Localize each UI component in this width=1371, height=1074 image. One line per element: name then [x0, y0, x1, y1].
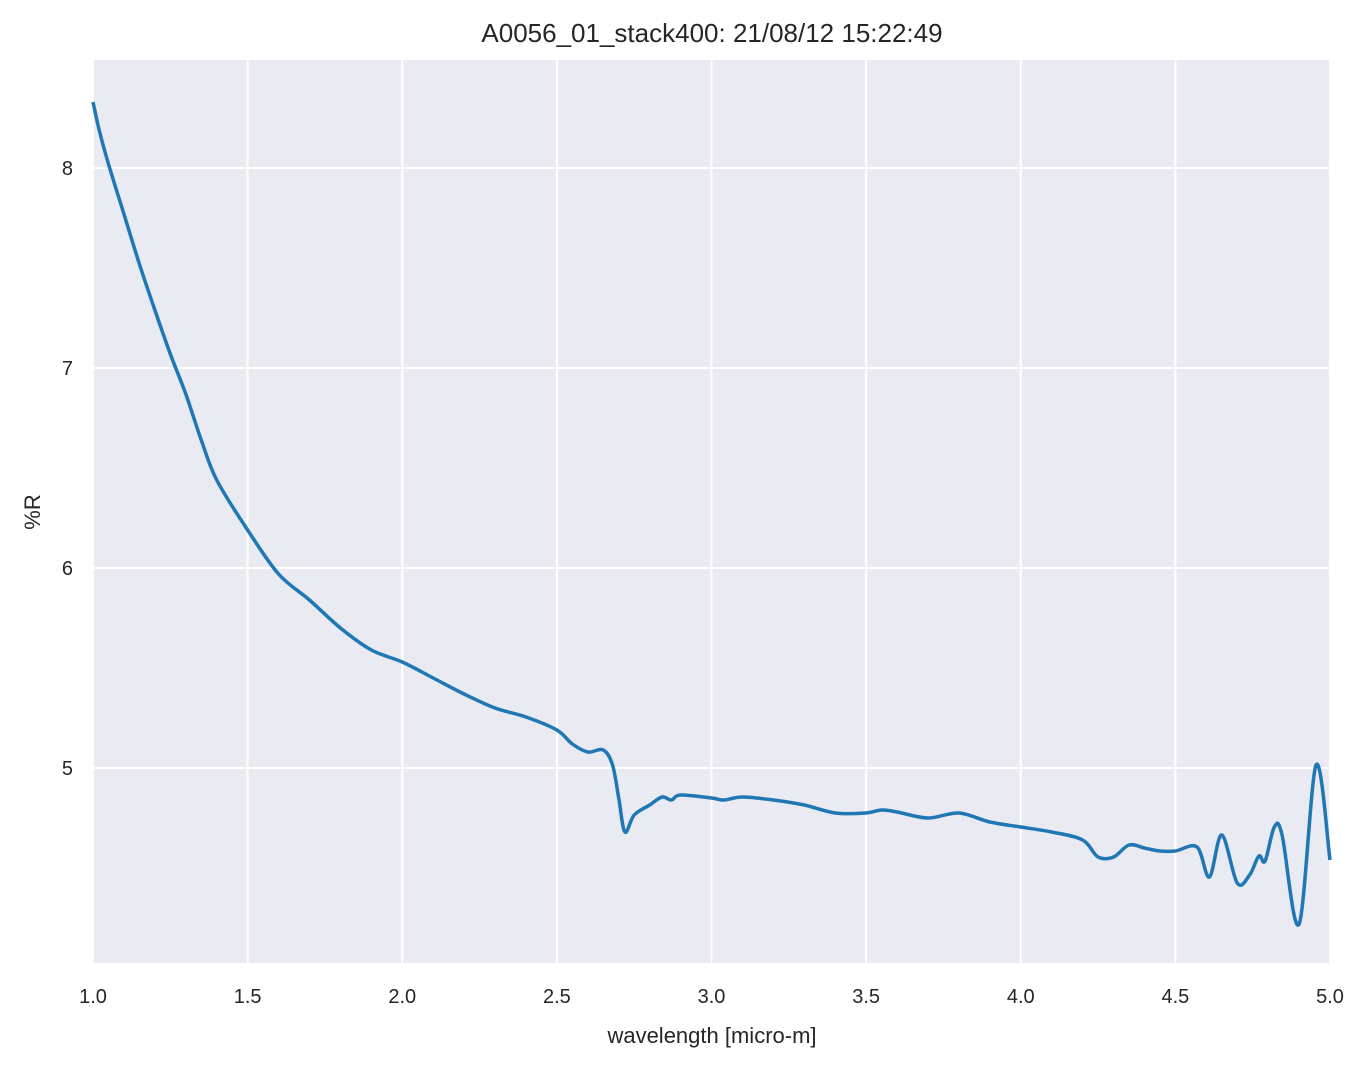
series-line: [91, 101, 1332, 927]
series-lines: [91, 101, 1332, 927]
y-tick-labels: 5 6 7 8: [62, 158, 73, 780]
y-tick-label: 8: [62, 158, 73, 180]
chart-title: A0056_01_stack400: 21/08/12 15:22:49: [481, 18, 942, 48]
x-tick-labels: 1.0 1.5 2.0 2.5 3.0 3.5 4.0 4.5 5.0: [79, 986, 1344, 1008]
grid: [92, 60, 1331, 963]
x-tick-label: 2.5: [543, 986, 571, 1008]
x-tick-label: 5.0: [1316, 986, 1344, 1008]
x-tick-label: 1.5: [234, 986, 262, 1008]
x-tick-label: 1.0: [79, 986, 107, 1008]
y-tick-label: 6: [62, 558, 73, 580]
y-axis-label: %R: [20, 494, 45, 529]
x-axis-label: wavelength [micro-m]: [606, 1023, 816, 1048]
x-tick-label: 3.0: [698, 986, 726, 1008]
y-tick-label: 5: [62, 758, 73, 780]
y-tick-label: 7: [62, 358, 73, 380]
x-tick-label: 3.5: [852, 986, 880, 1008]
x-tick-label: 2.0: [388, 986, 416, 1008]
x-tick-label: 4.5: [1161, 986, 1189, 1008]
x-tick-label: 4.0: [1007, 986, 1035, 1008]
